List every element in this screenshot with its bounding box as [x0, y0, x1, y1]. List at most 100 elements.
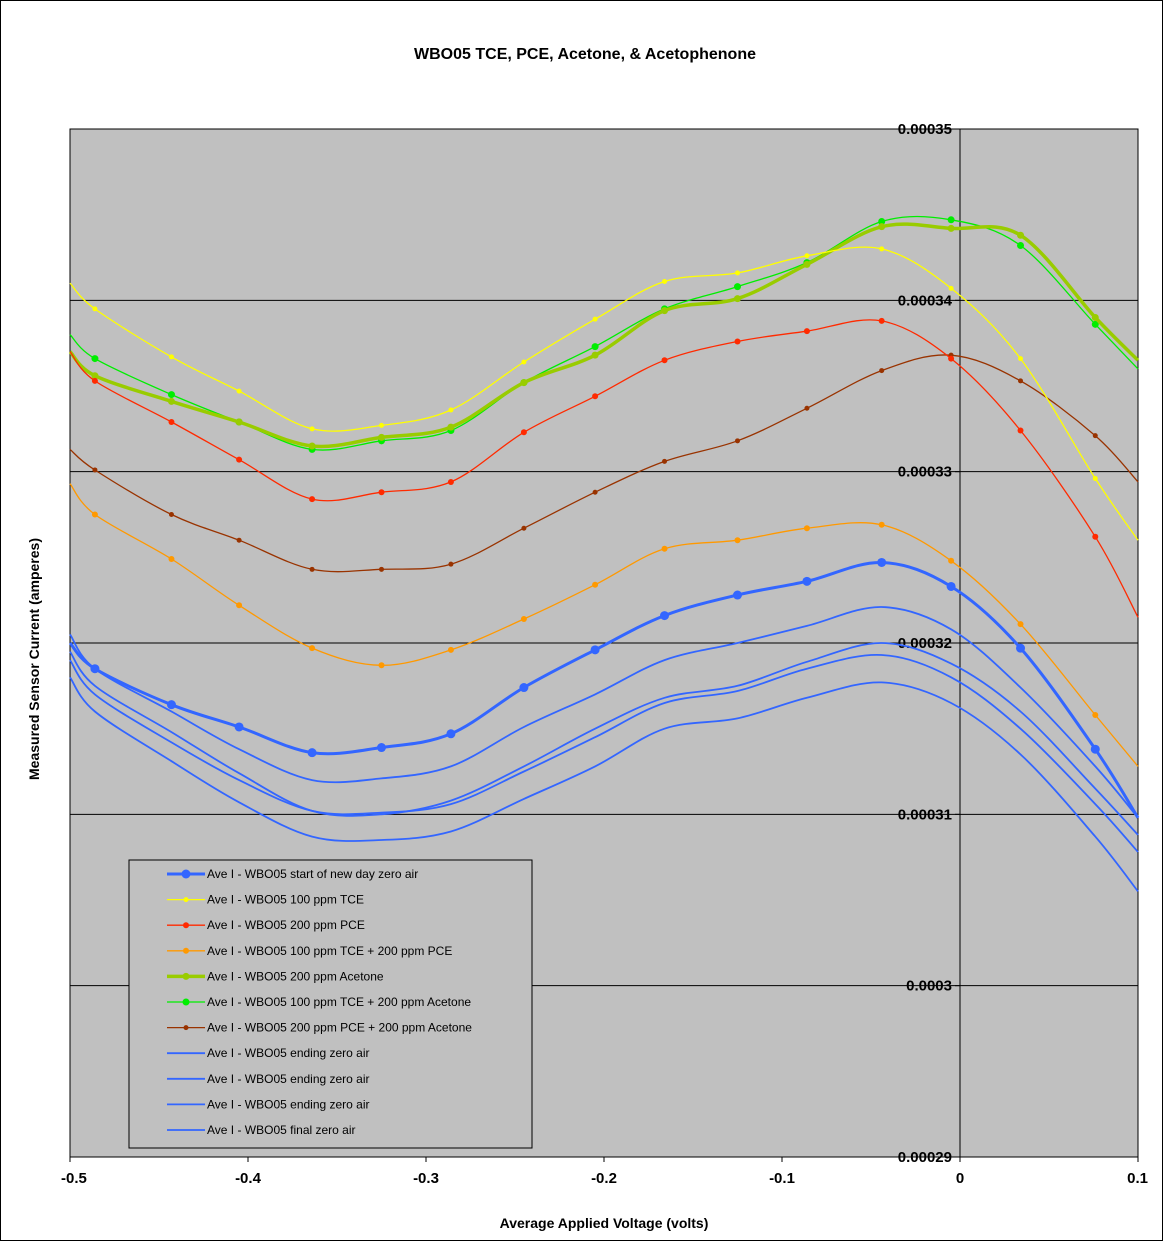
legend: Ave I - WBO05 start of new day zero air A… [128, 859, 533, 1149]
legend-label: Ave I - WBO05 200 ppm PCE [207, 918, 365, 932]
x-axis-title: Average Applied Voltage (volts) [500, 1215, 709, 1231]
series-point [879, 368, 885, 374]
series-point [1017, 621, 1024, 628]
series-point [947, 216, 955, 224]
series-point [1092, 711, 1099, 718]
legend-item: Ave I - WBO05 ending zero air [167, 1097, 370, 1111]
series-point [520, 616, 527, 623]
series-point [520, 429, 527, 436]
series-point [803, 525, 810, 532]
y-tick-label: 0.00035 [898, 121, 952, 138]
series-point [734, 283, 741, 291]
series-point [1017, 231, 1025, 239]
series-9 [69, 654, 1139, 853]
legend-label: Ave I - WBO05 100 ppm TCE + 200 ppm Acet… [207, 995, 471, 1009]
y-axis-title: Measured Sensor Current (amperes) [26, 538, 42, 780]
series-point [446, 729, 456, 739]
series-point [878, 317, 885, 324]
series-8 [69, 642, 1139, 836]
y-tick-label: 0.00032 [898, 635, 952, 652]
series-point [1018, 378, 1024, 384]
series-point [591, 351, 599, 359]
y-tick-label: 0.00031 [898, 806, 952, 823]
series-line [69, 642, 1139, 836]
series-point [236, 602, 243, 609]
series-3 [69, 483, 1139, 767]
series-point [378, 662, 385, 669]
x-tick-label: -0.4 [235, 1170, 262, 1187]
series-point [592, 393, 599, 400]
series-point [307, 748, 317, 758]
legend-box [128, 859, 533, 1149]
x-tick-label: -0.3 [413, 1170, 439, 1187]
series-point [947, 224, 955, 232]
legend-item: Ave I - WBO05 100 ppm TCE + 200 ppm Acet… [167, 995, 471, 1009]
series-point [379, 422, 384, 428]
series-10 [69, 676, 1139, 892]
series-point [447, 478, 454, 485]
series-line [69, 676, 1139, 892]
series-point [168, 354, 174, 360]
legend-item: Ave I - WBO05 start of new day zero air [167, 867, 418, 881]
legend-items: Ave I - WBO05 start of new day zero air A… [167, 867, 472, 1137]
legend-item: Ave I - WBO05 100 ppm TCE + 200 ppm PCE [167, 944, 452, 958]
y-tick-label: 0.00033 [898, 464, 952, 481]
legend-item: Ave I - WBO05 ending zero air [167, 1072, 370, 1086]
series-point [448, 561, 454, 567]
series-point [879, 246, 885, 252]
legend-label: Ave I - WBO05 final zero air [207, 1123, 356, 1137]
legend-swatch-marker [182, 972, 190, 980]
series-point [378, 489, 385, 496]
series-point [733, 590, 742, 600]
series-point [91, 372, 99, 380]
series-point [166, 700, 176, 710]
series-point [379, 566, 384, 572]
series-point [948, 557, 955, 564]
series-point [91, 355, 99, 363]
y-tick-label: 0.0003 [906, 978, 952, 995]
legend-swatch-marker [183, 922, 189, 929]
series-point [91, 377, 98, 384]
legend-item: Ave I - WBO05 ending zero air [167, 1046, 370, 1060]
x-tick-labels: -0.5 -0.4 -0.3 -0.2 -0.1 0 0.1 [61, 1157, 1148, 1187]
series-point [734, 295, 741, 303]
series-point [1017, 427, 1024, 434]
series-point [167, 391, 175, 399]
legend-swatch-marker [183, 947, 189, 954]
legend-swatch-marker [183, 897, 189, 903]
series-point [948, 355, 955, 362]
series-point [90, 664, 100, 674]
x-tick-label: -0.2 [591, 1170, 617, 1187]
series-point [92, 467, 98, 473]
x-tick-label: -0.5 [61, 1170, 87, 1187]
series-point [1016, 643, 1026, 653]
series-point [803, 328, 810, 335]
legend-label: Ave I - WBO05 ending zero air [207, 1097, 370, 1111]
series-layer [68, 215, 1140, 892]
series-point [878, 218, 886, 226]
series-point [804, 253, 810, 259]
legend-swatch-marker [182, 998, 190, 1006]
series-point [1018, 356, 1024, 362]
series-point [592, 489, 598, 495]
legend-item: Ave I - WBO05 200 ppm Acetone [167, 969, 384, 983]
series-2 [69, 317, 1139, 618]
series-point [519, 683, 529, 693]
series-point [91, 511, 98, 518]
series-point [878, 521, 885, 528]
series-point [1092, 533, 1099, 540]
series-point [92, 306, 98, 312]
series-point [735, 438, 740, 444]
series-7 [69, 606, 1139, 819]
series-point [661, 545, 668, 552]
series-point [661, 307, 669, 315]
series-point [236, 388, 242, 394]
x-tick-label: -0.1 [769, 1170, 795, 1187]
legend-label: Ave I - WBO05 start of new day zero air [207, 867, 418, 881]
series-point [735, 270, 740, 276]
legend-swatch-marker [181, 869, 191, 879]
y-tick-label: 0.00034 [898, 292, 953, 309]
legend-swatch-marker [183, 1025, 189, 1031]
